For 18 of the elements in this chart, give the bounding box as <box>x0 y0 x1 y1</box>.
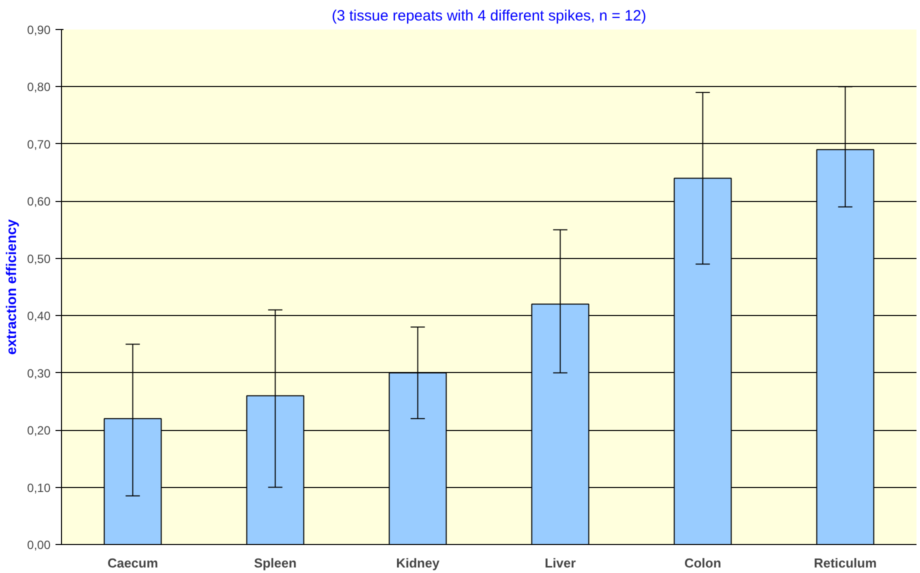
y-tick-label: 0,10 <box>27 480 51 495</box>
x-tick-label: Kidney <box>396 556 440 570</box>
y-tick-label: 0,60 <box>27 194 51 209</box>
y-tick-label: 0,50 <box>27 252 51 266</box>
y-tick-label: 0,30 <box>27 366 51 380</box>
y-tick-label: 0,90 <box>27 23 51 37</box>
x-tick-label: Reticulum <box>814 556 877 570</box>
x-tick-label: Spleen <box>254 556 297 570</box>
y-tick-label: 0,00 <box>27 538 51 552</box>
y-tick-label: 0,80 <box>27 80 51 94</box>
chart-subtitle: (3 tissue repeats with 4 different spikes, n = 12) <box>332 8 646 24</box>
y-tick-label: 0,40 <box>27 309 51 324</box>
y-axis-title: extraction efficiency <box>3 219 20 355</box>
y-tick-label: 0,70 <box>27 137 51 152</box>
x-tick-label: Caecum <box>107 556 158 570</box>
x-tick-label: Liver <box>544 556 576 570</box>
x-tick-label: Colon <box>684 556 722 570</box>
y-tick-label: 0,20 <box>27 424 51 438</box>
